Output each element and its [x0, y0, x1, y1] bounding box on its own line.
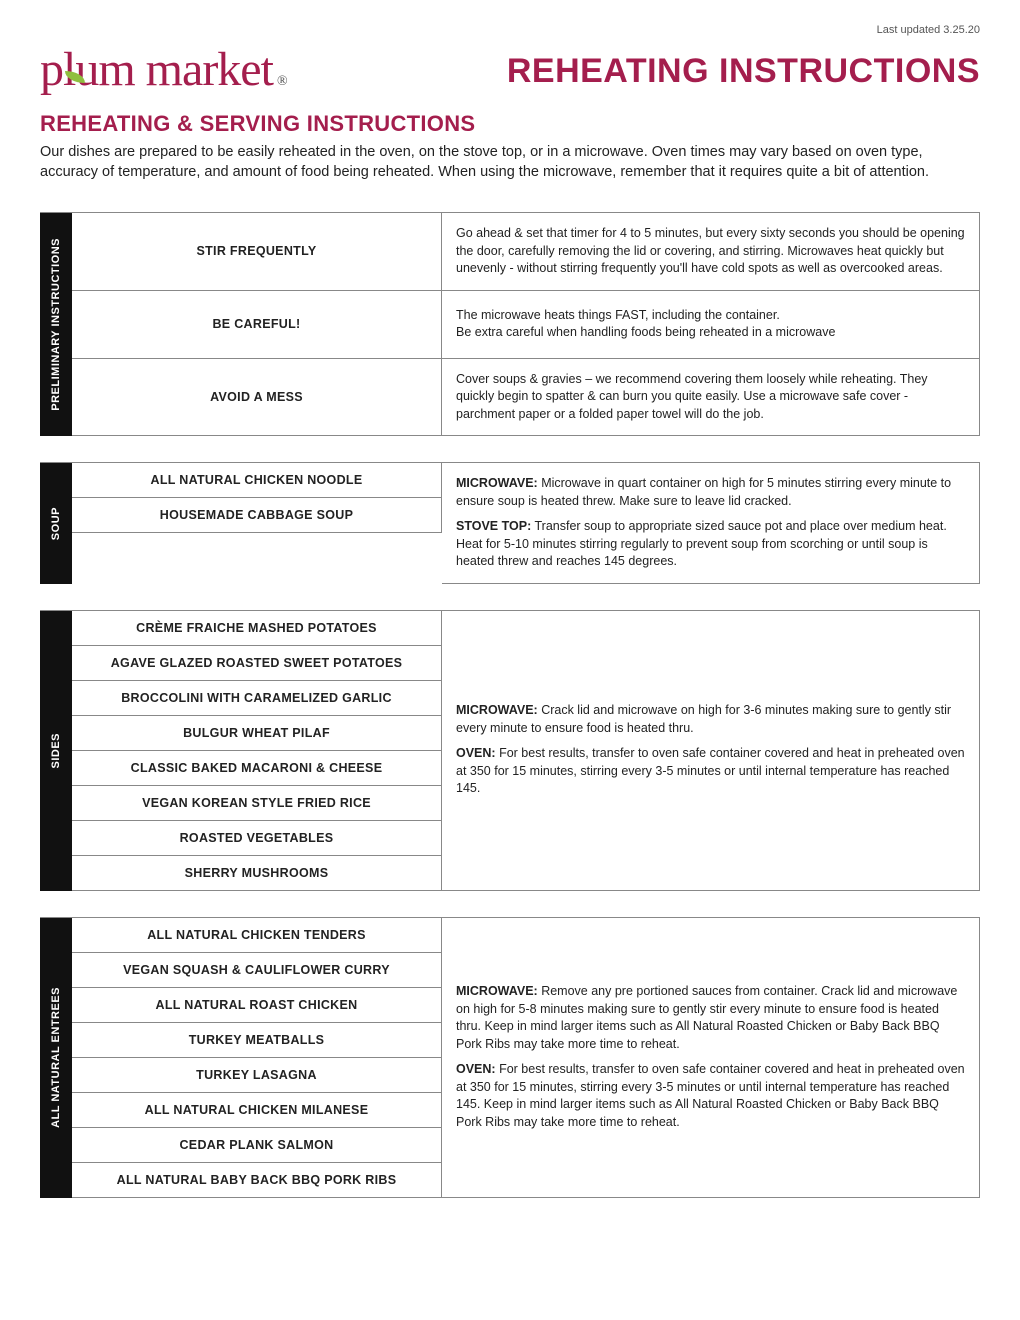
item-cell: CLASSIC BAKED MACARONI & CHEESE — [72, 751, 442, 786]
category-label-text: ALL NATURAL ENTREES — [50, 987, 62, 1128]
last-updated: Last updated 3.25.20 — [40, 24, 980, 36]
item-cell: TURKEY MEATBALLS — [72, 1023, 442, 1058]
header: plum market® REHEATING INSTRUCTIONS — [40, 42, 980, 97]
intro-text: Our dishes are prepared to be easily reh… — [40, 143, 980, 182]
item-cell: HOUSEMADE CABBAGE SOUP — [72, 498, 442, 533]
prelim-row: STIR FREQUENTLYGo ahead & set that timer… — [72, 213, 980, 291]
section-preliminary: PRELIMINARY INSTRUCTIONS STIR FREQUENTLY… — [40, 212, 980, 436]
item-cell: TURKEY LASAGNA — [72, 1058, 442, 1093]
logo-text-2: um market — [75, 42, 273, 97]
item-cell: STIR FREQUENTLY — [72, 213, 442, 291]
category-label-text: SOUP — [50, 507, 62, 540]
category-label: SOUP — [40, 463, 72, 584]
item-cell: ALL NATURAL CHICKEN TENDERS — [72, 918, 442, 953]
desc-paragraph: STOVE TOP: Transfer soup to appropriate … — [456, 518, 965, 571]
item-cell: BULGUR WHEAT PILAF — [72, 716, 442, 751]
description: MICROWAVE: Crack lid and microwave on hi… — [442, 611, 980, 891]
category-label: ALL NATURAL ENTREES — [40, 918, 72, 1198]
desc-paragraph: OVEN: For best results, transfer to oven… — [456, 745, 965, 798]
section-sides: SIDES CRÈME FRAICHE MASHED POTATOESAGAVE… — [40, 610, 980, 891]
category-label: SIDES — [40, 611, 72, 891]
item-cell: BE CAREFUL! — [72, 291, 442, 359]
page-title: REHEATING INSTRUCTIONS — [317, 52, 980, 97]
item-cell: ALL NATURAL ROAST CHICKEN — [72, 988, 442, 1023]
description: Cover soups & gravies – we recommend cov… — [442, 359, 980, 437]
category-label-text: PRELIMINARY INSTRUCTIONS — [50, 238, 62, 411]
desc-paragraph: OVEN: For best results, transfer to oven… — [456, 1061, 965, 1131]
item-cell: BROCCOLINI WITH CARAMELIZED GARLIC — [72, 681, 442, 716]
logo-reg: ® — [277, 74, 287, 90]
item-cell: AVOID A MESS — [72, 359, 442, 437]
item-cell: CRÈME FRAICHE MASHED POTATOES — [72, 611, 442, 646]
category-label: PRELIMINARY INSTRUCTIONS — [40, 213, 72, 436]
description: MICROWAVE: Microwave in quart container … — [442, 463, 980, 584]
item-cell: ROASTED VEGETABLES — [72, 821, 442, 856]
item-cell: CEDAR PLANK SALMON — [72, 1128, 442, 1163]
item-cell: VEGAN SQUASH & CAULIFLOWER CURRY — [72, 953, 442, 988]
desc-paragraph: MICROWAVE: Crack lid and microwave on hi… — [456, 702, 965, 737]
item-cell: AGAVE GLAZED ROASTED SWEET POTATOES — [72, 646, 442, 681]
subtitle: REHEATING & SERVING INSTRUCTIONS — [40, 111, 980, 137]
logo: plum market® — [40, 42, 287, 97]
item-cell: SHERRY MUSHROOMS — [72, 856, 442, 891]
description: Go ahead & set that timer for 4 to 5 min… — [442, 213, 980, 291]
prelim-row: AVOID A MESSCover soups & gravies – we r… — [72, 359, 980, 437]
item-cell: VEGAN KOREAN STYLE FRIED RICE — [72, 786, 442, 821]
item-cell: ALL NATURAL CHICKEN MILANESE — [72, 1093, 442, 1128]
item-cell: ALL NATURAL CHICKEN NOODLE — [72, 463, 442, 498]
section-entrees: ALL NATURAL ENTREES ALL NATURAL CHICKEN … — [40, 917, 980, 1198]
section-soup: SOUP ALL NATURAL CHICKEN NOODLEHOUSEMADE… — [40, 462, 980, 584]
logo-text-1: pl — [40, 42, 75, 97]
category-label-text: SIDES — [50, 733, 62, 769]
prelim-row: BE CAREFUL!The microwave heats things FA… — [72, 291, 980, 359]
item-cell: ALL NATURAL BABY BACK BBQ PORK RIBS — [72, 1163, 442, 1198]
desc-paragraph: MICROWAVE: Microwave in quart container … — [456, 475, 965, 510]
description: The microwave heats things FAST, includi… — [442, 291, 980, 359]
description: MICROWAVE: Remove any pre portioned sauc… — [442, 918, 980, 1198]
desc-paragraph: MICROWAVE: Remove any pre portioned sauc… — [456, 983, 965, 1053]
